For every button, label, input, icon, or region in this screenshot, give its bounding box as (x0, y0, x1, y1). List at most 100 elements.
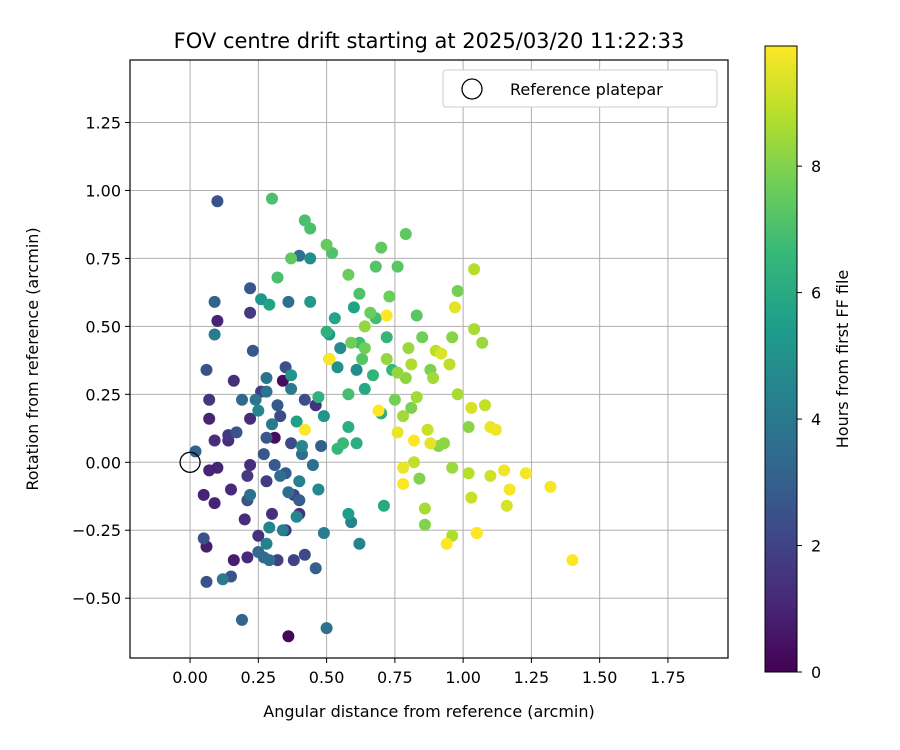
data-point (208, 497, 221, 510)
data-point (312, 391, 325, 404)
colorbar: 0 2 4 6 8 Hours from first FF file (764, 45, 852, 682)
data-point (208, 328, 221, 341)
legend: Reference platepar (442, 69, 718, 108)
data-point (410, 309, 423, 322)
data-point (358, 320, 371, 333)
y-axis-label: Rotation from reference (arcmin) (23, 227, 42, 490)
data-point (380, 331, 393, 344)
x-axis-label: Angular distance from reference (arcmin) (263, 702, 594, 721)
x-tick-label: 0.50 (309, 668, 345, 687)
x-tick-label: 0.75 (377, 668, 413, 687)
data-point (271, 554, 284, 567)
data-point (271, 399, 284, 412)
x-tick-label: 1.75 (650, 668, 686, 687)
data-point (260, 537, 273, 550)
data-point (211, 314, 224, 327)
data-point (238, 513, 251, 526)
data-point (298, 548, 311, 561)
data-point (241, 551, 254, 564)
x-tick-label: 1.25 (514, 668, 550, 687)
data-point (350, 363, 363, 376)
data-point (252, 404, 265, 417)
data-point (208, 434, 221, 447)
data-point (244, 488, 257, 501)
colorbar-tick-label: 0 (811, 663, 821, 682)
data-point (244, 412, 257, 425)
data-point (402, 342, 415, 355)
chart-title: FOV centre drift starting at 2025/03/20 … (174, 29, 685, 53)
data-point (320, 622, 333, 635)
data-point (353, 287, 366, 300)
data-point (282, 295, 295, 308)
colorbar-label: Hours from first FF file (833, 270, 852, 449)
data-point (244, 282, 257, 295)
y-tick-label: 1.00 (85, 181, 121, 200)
data-point (503, 483, 516, 496)
data-point (263, 554, 276, 567)
data-point (241, 469, 254, 482)
data-point (323, 353, 336, 365)
data-point (312, 483, 325, 496)
colorbar-tick-label: 8 (811, 157, 821, 176)
y-tick-label: −0.25 (72, 521, 121, 540)
data-point (317, 527, 330, 539)
data-point (421, 423, 434, 436)
data-point (197, 532, 210, 545)
data-point (342, 268, 355, 281)
data-point (244, 306, 257, 319)
data-point (285, 252, 298, 265)
data-point (446, 461, 459, 474)
x-tick-label: 1.50 (582, 668, 618, 687)
data-point (306, 459, 319, 471)
plot-frame (129, 59, 729, 659)
data-point (413, 472, 426, 485)
data-point (427, 372, 440, 384)
data-point (260, 385, 273, 398)
data-point (276, 524, 289, 537)
data-point (271, 271, 284, 284)
data-point (298, 393, 311, 406)
colorbar-tick-label: 4 (811, 410, 821, 429)
data-point (260, 372, 273, 384)
data-point (498, 464, 511, 477)
data-point (410, 391, 423, 404)
data-point (244, 459, 257, 471)
data-point (345, 336, 358, 349)
data-point (246, 344, 259, 357)
data-point (451, 285, 464, 297)
data-point (446, 331, 459, 344)
data-point (391, 260, 404, 273)
data-point (287, 554, 300, 567)
y-tick-label: 0.00 (85, 453, 121, 472)
data-point (266, 418, 278, 431)
data-point (470, 527, 483, 539)
colorbar-tick-label: 2 (811, 537, 821, 556)
data-point (465, 401, 478, 414)
data-point (227, 554, 240, 567)
data-point (380, 353, 393, 365)
data-point (476, 336, 489, 349)
data-point (290, 510, 303, 523)
data-point (479, 399, 491, 412)
data-point (408, 434, 420, 447)
data-point (331, 361, 344, 374)
data-point (350, 437, 363, 450)
colorbar-gradient (764, 45, 798, 673)
data-point (397, 478, 410, 490)
data-point (383, 290, 396, 303)
data-point (260, 431, 273, 444)
data-point (282, 630, 295, 643)
data-point (211, 195, 224, 208)
colorbar-ticks: 0 2 4 6 8 (797, 157, 821, 682)
y-axis-ticks: −0.50 −0.25 0.00 0.25 0.50 0.75 1.00 1.25 (72, 114, 130, 608)
data-point (367, 369, 379, 382)
data-points (189, 192, 579, 643)
data-point (372, 404, 385, 417)
y-tick-label: 0.75 (85, 249, 121, 268)
x-tick-label: 0.00 (172, 668, 208, 687)
x-tick-label: 1.00 (445, 668, 481, 687)
data-point (377, 499, 390, 512)
data-point (320, 325, 333, 338)
data-point (462, 421, 475, 433)
